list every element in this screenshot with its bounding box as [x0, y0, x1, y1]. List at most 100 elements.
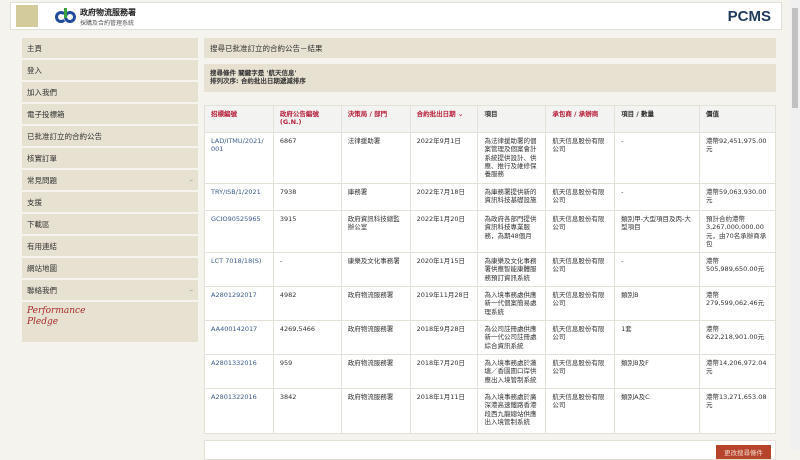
scrollbar-thumb[interactable] [792, 8, 798, 108]
table-cell: 類別甲-大型項目及丙-大型項目 [614, 209, 700, 254]
sidebar-item[interactable]: 有用連結 [22, 236, 198, 256]
table-cell: TRY/ISB/1/2021 [204, 183, 274, 211]
sidebar-item[interactable]: 主頁 [22, 38, 198, 58]
sidebar-item-label: 登入 [27, 65, 42, 75]
criteria-keyword: 搜尋條件 關鍵字是 '航天信息' [210, 69, 297, 77]
pledge-line2: Pledge [27, 317, 59, 327]
org-name: 政府物流服務署 [80, 8, 136, 17]
sidebar-item[interactable]: 聯絡我們 – [22, 280, 198, 300]
table-row: TRY/ISB/1/2021 7938 庫務署 2022年7月18日 為庫務署提供新的資… [204, 183, 777, 211]
table-row: LCT 7018/18(S) - 康樂及文化事務署 2020年1月15日 為康樂及文化事… [204, 252, 777, 288]
sidebar-item[interactable]: 網站地圖 [22, 258, 198, 278]
collapse-icon: – [189, 176, 194, 184]
table-cell: 政府物流服務署 [340, 286, 411, 322]
logo-block [16, 5, 38, 27]
sidebar-item[interactable]: 登入 [22, 60, 198, 80]
tender-ref-link[interactable]: A2801322016 [211, 393, 257, 402]
sidebar-item[interactable]: 電子投標箱 [22, 104, 198, 124]
column-header[interactable]: 合約批出日期 ⌄ [409, 105, 479, 133]
table-cell: 2022年1月20日 [409, 209, 479, 254]
table-cell: GCIO90525965 [204, 209, 274, 254]
tender-ref-link[interactable]: AA400142017 [211, 325, 258, 334]
table-cell: 2020年1月15日 [409, 252, 479, 288]
table-cell: 航天信息股份有限公司 [545, 286, 616, 322]
page-title: 搜尋已批准訂立的合約公告－結果 [204, 38, 776, 58]
tender-ref-link[interactable]: A2801332016 [211, 359, 257, 368]
tender-ref-link[interactable]: GCIO90525965 [211, 215, 261, 223]
column-header[interactable]: 承包商 / 承辦商 [545, 105, 616, 133]
sidebar-item[interactable]: 常見問題 – [22, 170, 198, 190]
table-cell: 航天信息股份有限公司 [545, 252, 616, 288]
tender-ref-link[interactable]: A2801292017 [211, 291, 257, 300]
column-header: 價值 [698, 105, 777, 133]
table-row: A2801332016 959 政府物流服務署 2018年7月20日 為入境事務處於蓮塘… [204, 354, 777, 390]
table-cell: 政府資訊科技總監辦公室 [340, 209, 411, 254]
table-cell: 港幣59,063,930.00元 [698, 183, 777, 211]
table-cell: 類別B [614, 286, 700, 322]
site-header: 政府物流服務署 採購及合約管理系統 PCMS [10, 2, 782, 30]
table-cell: 2022年7月18日 [409, 183, 479, 211]
performance-pledge-banner[interactable]: Performance Pledge [22, 302, 198, 342]
sidebar-item[interactable]: 已批准訂立的合約公告 [22, 126, 198, 146]
sidebar-item[interactable]: 下載區 [22, 214, 198, 234]
main-content: 搜尋已批准訂立的合約公告－結果 搜尋條件 關鍵字是 '航天信息' 排列次序: 合… [204, 38, 777, 460]
table-cell: 預計合約港幣3,267,000,000.00元，由70名承辦商承包 [698, 209, 777, 254]
modify-search-button[interactable]: 更改搜尋條件 [716, 445, 771, 459]
table-cell: 959 [272, 354, 342, 390]
table-cell: 航天信息股份有限公司 [545, 209, 616, 254]
table-cell: - [614, 183, 700, 211]
tender-ref-link[interactable]: LCT 7018/18(S) [211, 257, 262, 266]
sidebar-item-label: 核實訂單 [27, 153, 57, 163]
table-row: A2801292017 4982 政府物流服務署 2019年11月28日 為入境事務處供… [204, 286, 777, 322]
tender-ref-link[interactable]: TRY/ISB/1/2021 [211, 188, 261, 196]
results-footer: 更改搜尋條件 [204, 440, 776, 460]
column-header[interactable]: 招標編號 [204, 105, 274, 133]
sidebar: 主頁登入加入我們電子投標箱已批准訂立的合約公告核實訂單常見問題 – 支援下載區有用連… [22, 38, 198, 342]
sidebar-item-label: 電子投標箱 [27, 109, 65, 119]
table-row: AA400142017 4269,5466 政府物流服務署 2018年9月28日 為公司… [204, 320, 777, 356]
table-cell: 航天信息股份有限公司 [545, 132, 616, 184]
table-row: GCIO90525965 3915 政府資訊科技總監辦公室 2022年1月20日 為政府… [204, 209, 777, 254]
table-cell: 港幣279,599,062.46元 [698, 286, 777, 322]
results-table: 招標編號 政府公告編號 (G.N.) 決策局 / 部門 合約批出日期 ⌄ 項目 承包商 /… [204, 105, 777, 435]
pledge-line1: Performance [27, 306, 86, 316]
sidebar-item[interactable]: 支援 [22, 192, 198, 212]
table-cell: 為政府各部門提供資訊科技專業服務，為期48個月 [477, 209, 547, 254]
table-cell: 為康樂及文化事務署供應智能康體服務預訂資訊系統 [477, 252, 547, 288]
table-cell: 政府物流服務署 [340, 320, 411, 356]
table-cell: LCT 7018/18(S) [204, 252, 274, 288]
table-cell: 2022年9月1日 [409, 132, 479, 184]
table-cell: 航天信息股份有限公司 [545, 388, 616, 435]
table-cell: 3915 [272, 209, 342, 254]
table-cell: A2801322016 [204, 388, 274, 435]
table-cell: 康樂及文化事務署 [340, 252, 411, 288]
sidebar-item-label: 網站地圖 [27, 263, 57, 273]
tender-ref-link[interactable]: LAD/ITMU/2021/001 [211, 137, 264, 154]
system-name: 採購及合約管理系統 [80, 20, 135, 27]
gld-logo[interactable]: 政府物流服務署 採購及合約管理系統 [55, 7, 136, 27]
scrollbar[interactable] [790, 0, 800, 450]
table-cell: 為入境事務處供應新一代個案簡易處理系統 [477, 286, 547, 322]
table-cell: 法律援助署 [340, 132, 411, 184]
column-header: 項目 / 數量 [614, 105, 700, 133]
sidebar-item-label: 下載區 [27, 219, 50, 229]
pcms-logo: PCMS [727, 8, 771, 25]
table-cell: 2018年9月28日 [409, 320, 479, 356]
sidebar-item-label: 聯絡我們 [27, 285, 57, 295]
table-cell: - [614, 132, 700, 184]
sidebar-item-label: 有用連結 [27, 241, 57, 251]
sidebar-item-label: 主頁 [27, 43, 42, 53]
sidebar-item-label: 加入我們 [27, 87, 57, 97]
table-row: A2801322016 3842 政府物流服務署 2018年1月11日 為入境事務處於廣… [204, 388, 777, 435]
table-cell: 為庫務署提供新的資訊科技基礎設施 [477, 183, 547, 211]
gld-logo-icon [55, 8, 77, 26]
column-header[interactable]: 決策局 / 部門 [340, 105, 411, 133]
column-header[interactable]: 政府公告編號 (G.N.) [272, 105, 342, 133]
sidebar-item[interactable]: 加入我們 [22, 82, 198, 102]
table-cell: 類別B及F [614, 354, 700, 390]
sidebar-item[interactable]: 核實訂單 [22, 148, 198, 168]
table-cell: 航天信息股份有限公司 [545, 354, 616, 390]
table-cell: 為入境事務處於蓮塘／香園圍口岸供應出入境管制系統 [477, 354, 547, 390]
table-cell: 航天信息股份有限公司 [545, 320, 616, 356]
table-cell: - [614, 252, 700, 288]
